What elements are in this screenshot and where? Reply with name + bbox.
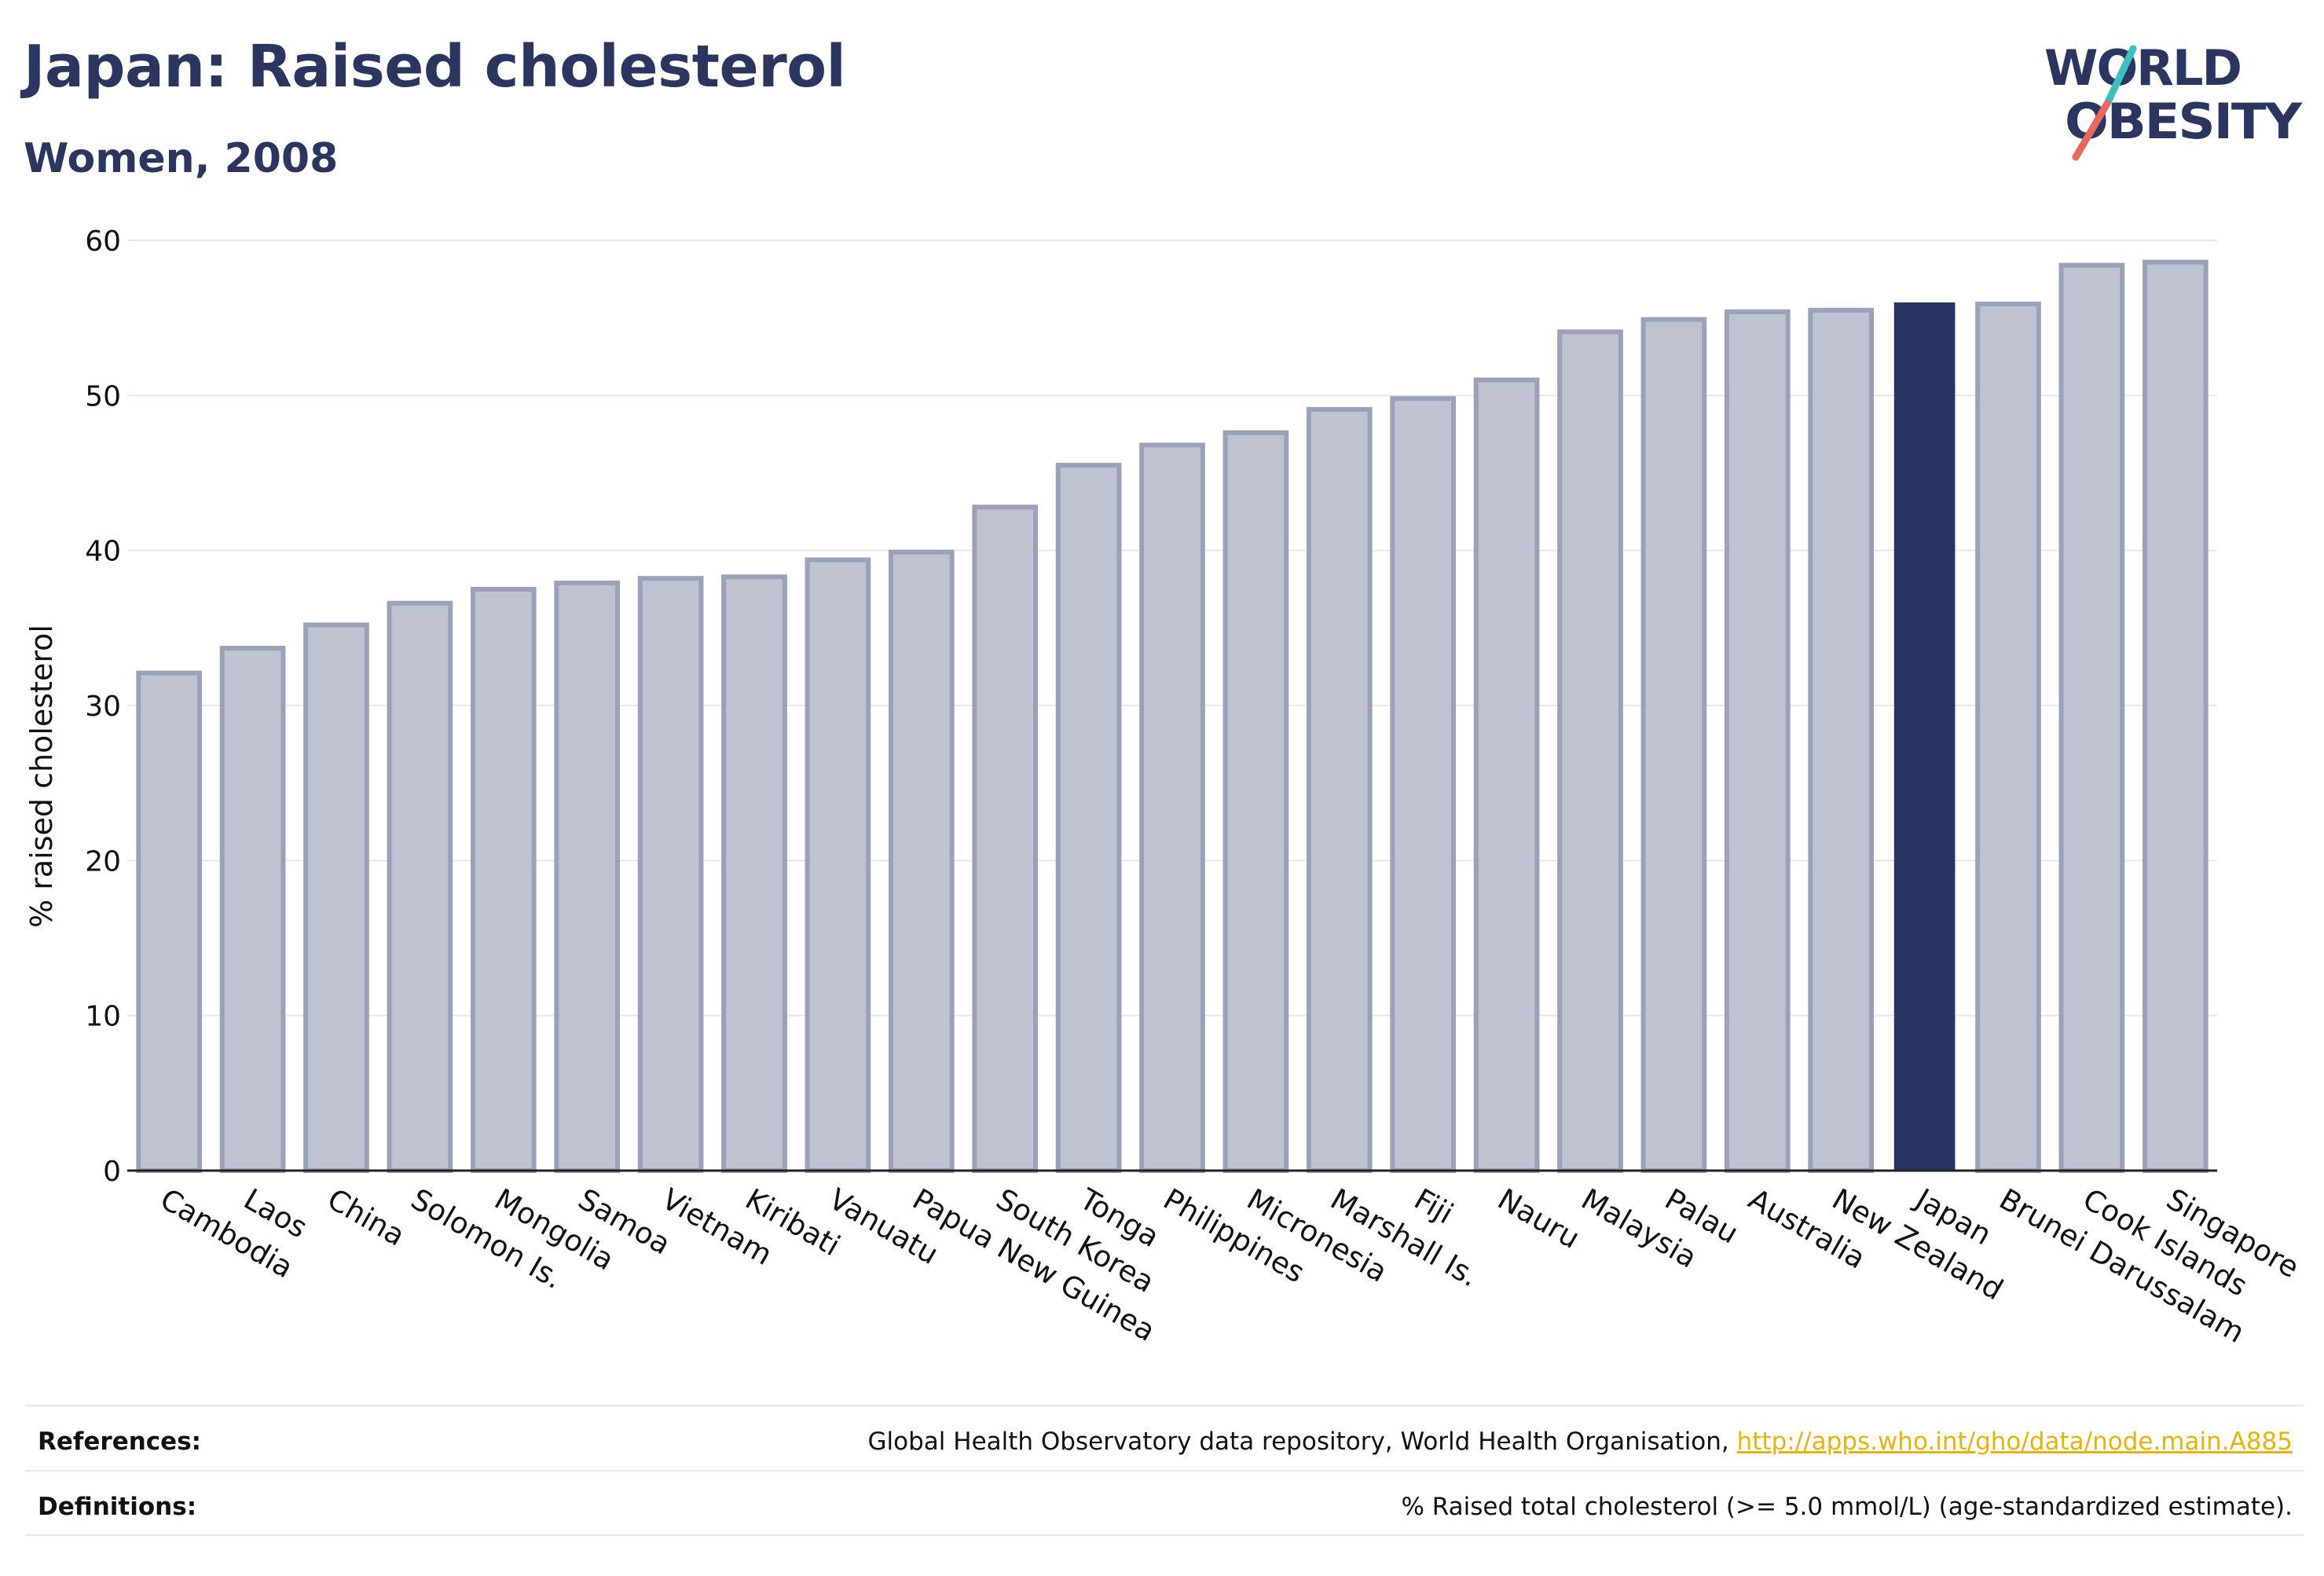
bar-malaysia (1557, 329, 1623, 1174)
y-ticks-layer: 0 10 20 30 40 50 60 (85, 225, 121, 1188)
footer-divider-bottom (25, 1534, 2304, 1536)
y-tick-label: 10 (85, 1001, 121, 1033)
y-tick-label: 30 (85, 691, 121, 723)
footer-divider-mid (25, 1470, 2304, 1472)
bar-nauru (1473, 377, 1540, 1174)
references-link[interactable]: http://apps.who.int/gho/data/node.main.A… (1736, 1428, 2293, 1456)
references-text: Global Health Observatory data repositor… (867, 1428, 1737, 1456)
logo-line1: WORLD (2044, 39, 2241, 97)
references-label: References: (38, 1428, 202, 1456)
bar-australia (1724, 309, 1791, 1174)
bar-brunei-darussalam (1975, 301, 2041, 1174)
bar-tonga (1055, 463, 1122, 1173)
bar-south-korea (972, 504, 1039, 1173)
footer-divider-top (25, 1405, 2304, 1406)
bar-palau (1640, 317, 1707, 1173)
bar-samoa (554, 581, 621, 1173)
logo-slash-coral (2072, 100, 2111, 161)
bar-marshall-is (1306, 407, 1373, 1173)
definitions-text: % Raised total cholesterol (>= 5.0 mmol/… (1401, 1493, 2293, 1521)
bar-philippines (1139, 442, 1205, 1173)
bar-singapore (2142, 259, 2209, 1173)
definitions-label: Definitions: (38, 1493, 197, 1521)
bar-vanuatu (805, 557, 871, 1173)
x-tick-label: Fiji (1409, 1182, 1459, 1231)
logo-slash-teal (2103, 45, 2137, 108)
bar-kiribati (721, 574, 787, 1173)
bars-layer (136, 259, 2209, 1174)
bar-cambodia (136, 670, 203, 1173)
page-title: Japan: Raised cholesterol (24, 33, 846, 101)
bar-laos (219, 645, 286, 1173)
bar-solomon-is (387, 600, 453, 1173)
y-tick-label: 60 (85, 225, 121, 258)
y-tick-label: 40 (85, 536, 121, 568)
references-value: Global Health Observatory data repositor… (868, 1428, 2293, 1456)
y-tick-label: 50 (85, 380, 121, 412)
y-axis-label: % raised cholesterol (24, 625, 59, 928)
x-tick-label: China (322, 1182, 411, 1253)
bar-china (303, 622, 369, 1173)
page-subtitle: Women, 2008 (24, 135, 339, 182)
bar-micronesia (1222, 430, 1289, 1173)
bar-japan (1893, 302, 1956, 1171)
bar-new-zealand (1808, 307, 1875, 1173)
bar-mongolia (470, 587, 537, 1173)
x-tick-label: Nauru (1492, 1182, 1585, 1255)
world-obesity-logo: WORLD OBESITY (2044, 39, 2304, 161)
y-tick-label: 0 (103, 1156, 121, 1188)
bar-vietnam (637, 576, 704, 1173)
bar-cook-islands (2058, 262, 2125, 1173)
bar-papua-new-guinea (888, 549, 955, 1173)
bar-fiji (1390, 396, 1457, 1173)
y-tick-label: 20 (85, 845, 121, 878)
